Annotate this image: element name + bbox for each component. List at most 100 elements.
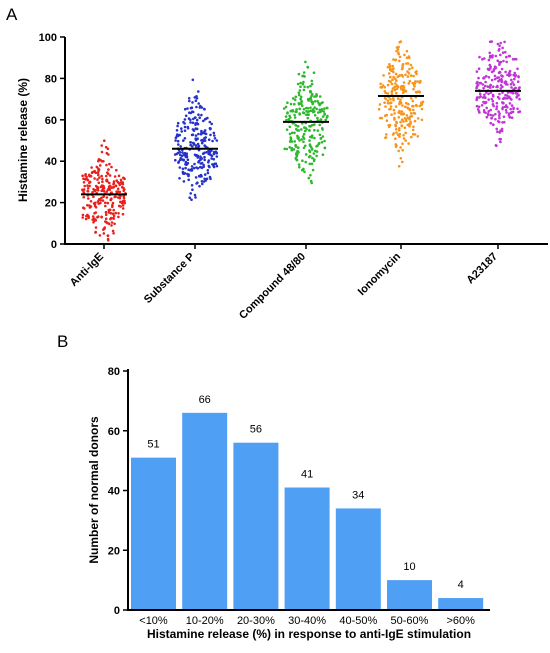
data-point	[517, 110, 520, 114]
data-point	[214, 162, 218, 165]
data-point	[112, 208, 115, 212]
dot-plot-points	[81, 40, 522, 242]
data-point	[208, 151, 211, 154]
data-point	[481, 58, 484, 61]
data-point	[415, 72, 418, 76]
data-point	[187, 117, 191, 120]
data-point	[498, 114, 501, 117]
data-point	[499, 41, 503, 45]
data-point	[500, 80, 504, 84]
data-point	[420, 102, 424, 105]
data-point	[393, 112, 396, 115]
data-point	[178, 153, 182, 157]
data-point	[317, 111, 320, 114]
data-point	[407, 142, 410, 145]
data-point	[318, 133, 322, 137]
data-point	[94, 189, 97, 192]
data-point	[412, 112, 416, 115]
data-point	[321, 115, 325, 118]
data-point	[211, 139, 214, 143]
data-point	[509, 107, 512, 111]
data-point	[383, 96, 387, 100]
data-point	[97, 173, 100, 177]
data-point	[323, 146, 327, 150]
data-point	[495, 127, 499, 131]
data-point	[303, 129, 307, 133]
data-point	[318, 108, 322, 112]
data-point	[316, 144, 319, 147]
data-point	[106, 171, 109, 174]
data-point	[507, 74, 511, 78]
data-point	[103, 139, 106, 142]
data-point	[314, 95, 318, 98]
data-point	[110, 186, 113, 189]
data-point	[321, 153, 325, 156]
data-point	[399, 120, 402, 124]
data-point	[181, 172, 185, 175]
data-point	[188, 196, 191, 199]
data-point	[478, 111, 481, 114]
data-point	[301, 74, 304, 78]
data-point	[393, 88, 397, 92]
data-point	[102, 232, 106, 235]
data-point	[319, 118, 323, 122]
data-point	[215, 164, 219, 168]
data-point	[306, 85, 310, 89]
data-point	[315, 154, 318, 158]
data-point	[498, 112, 501, 115]
data-point	[490, 97, 494, 101]
data-point	[306, 116, 310, 120]
data-point	[104, 217, 108, 220]
data-point	[94, 226, 98, 229]
data-point	[503, 40, 506, 44]
bar-value-label: 56	[250, 424, 262, 436]
data-point	[313, 114, 317, 117]
data-point	[400, 110, 404, 113]
data-point	[302, 80, 305, 84]
data-point	[84, 217, 88, 221]
data-point	[196, 181, 199, 184]
data-point	[404, 139, 407, 142]
data-point	[400, 67, 404, 71]
data-point	[511, 58, 515, 61]
data-point	[180, 130, 183, 133]
data-point	[305, 106, 308, 110]
data-point	[385, 113, 389, 117]
data-point	[183, 125, 187, 129]
data-point	[419, 79, 422, 83]
data-point	[103, 201, 107, 205]
data-point	[496, 120, 500, 123]
data-point	[406, 70, 409, 73]
data-point	[105, 163, 108, 167]
data-point	[510, 78, 513, 82]
data-point	[309, 145, 313, 149]
data-point	[100, 159, 104, 163]
data-point	[174, 139, 177, 142]
data-point	[86, 184, 89, 187]
data-point	[506, 94, 509, 97]
data-point	[89, 200, 93, 203]
data-point	[316, 129, 320, 132]
data-point	[487, 110, 491, 113]
data-point	[406, 106, 409, 110]
data-point	[200, 161, 204, 165]
data-point	[112, 181, 116, 185]
x-category-label: A23187	[464, 251, 500, 287]
data-point	[83, 184, 86, 188]
data-point	[97, 181, 101, 185]
data-point	[486, 112, 490, 115]
data-point	[394, 137, 397, 140]
data-point	[391, 64, 395, 68]
data-point	[181, 151, 184, 154]
data-point	[90, 166, 93, 169]
data-point	[89, 174, 93, 178]
data-point	[386, 99, 390, 103]
data-point	[312, 152, 316, 155]
series-compound-48-80	[282, 60, 329, 185]
data-point	[190, 106, 194, 109]
data-point	[516, 107, 519, 111]
x-category-label: 10-20%	[186, 615, 224, 627]
data-point	[195, 105, 198, 109]
data-point	[493, 74, 497, 78]
